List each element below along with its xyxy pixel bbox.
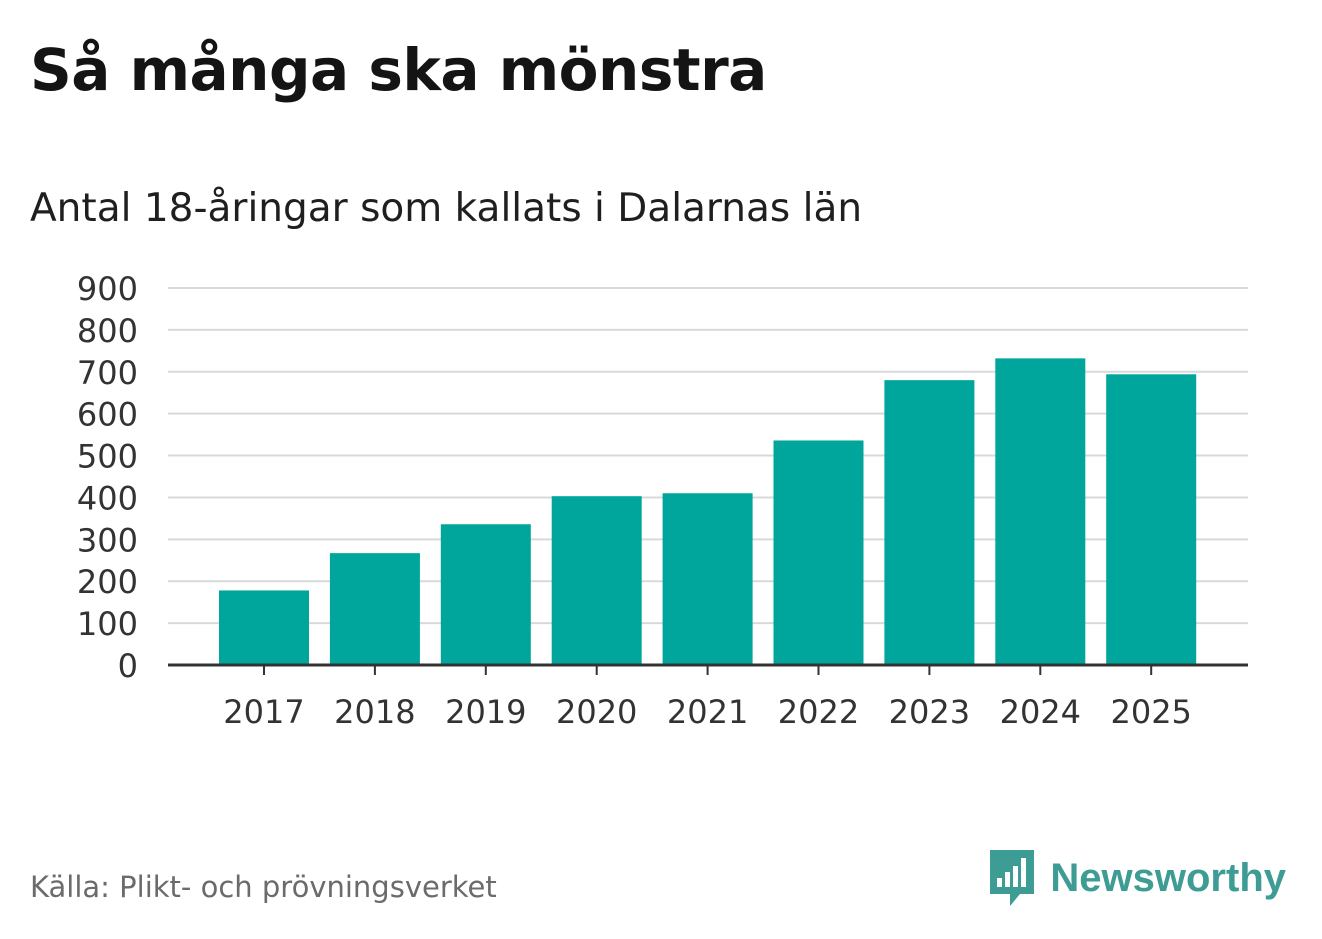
x-tick-label: 2025 (1110, 693, 1191, 731)
y-tick-label: 200 (77, 563, 138, 601)
y-tick-label: 300 (77, 521, 138, 559)
brand-name: Newsworthy (1050, 855, 1286, 900)
source-note: Källa: Plikt- och prövningsverket (30, 870, 497, 904)
x-tick-label: 2018 (334, 693, 415, 731)
x-tick-label: 2017 (223, 693, 304, 731)
x-tick-label: 2020 (556, 693, 637, 731)
bar-2025 (1106, 374, 1197, 665)
x-tick-label: 2021 (667, 693, 748, 731)
brand-logo: Newsworthy (988, 848, 1286, 908)
x-tick-label: 2023 (889, 693, 970, 731)
bar-2021 (662, 493, 753, 665)
y-tick-label: 700 (77, 354, 138, 392)
bar-2024 (995, 358, 1086, 665)
bar-2020 (551, 496, 642, 665)
y-tick-label: 800 (77, 312, 138, 350)
bar-2023 (884, 380, 975, 665)
chart-title: Så många ska mönstra (30, 36, 767, 104)
y-tick-label: 900 (77, 270, 138, 308)
y-tick-label: 100 (77, 605, 138, 643)
newsworthy-logo-icon (990, 850, 1035, 906)
x-tick-label: 2022 (778, 693, 859, 731)
y-tick-label: 0 (118, 647, 138, 685)
y-tick-label: 500 (77, 438, 138, 476)
x-tick-label: 2024 (1000, 693, 1081, 731)
bar-2019 (440, 524, 531, 665)
bar-2022 (773, 440, 864, 665)
bar-2017 (219, 590, 309, 665)
y-tick-label: 600 (77, 396, 138, 434)
bar-2018 (329, 553, 420, 665)
x-tick-label: 2019 (445, 693, 526, 731)
y-tick-label: 400 (77, 479, 138, 517)
chart-subtitle: Antal 18-åringar som kallats i Dalarnas … (30, 186, 863, 231)
